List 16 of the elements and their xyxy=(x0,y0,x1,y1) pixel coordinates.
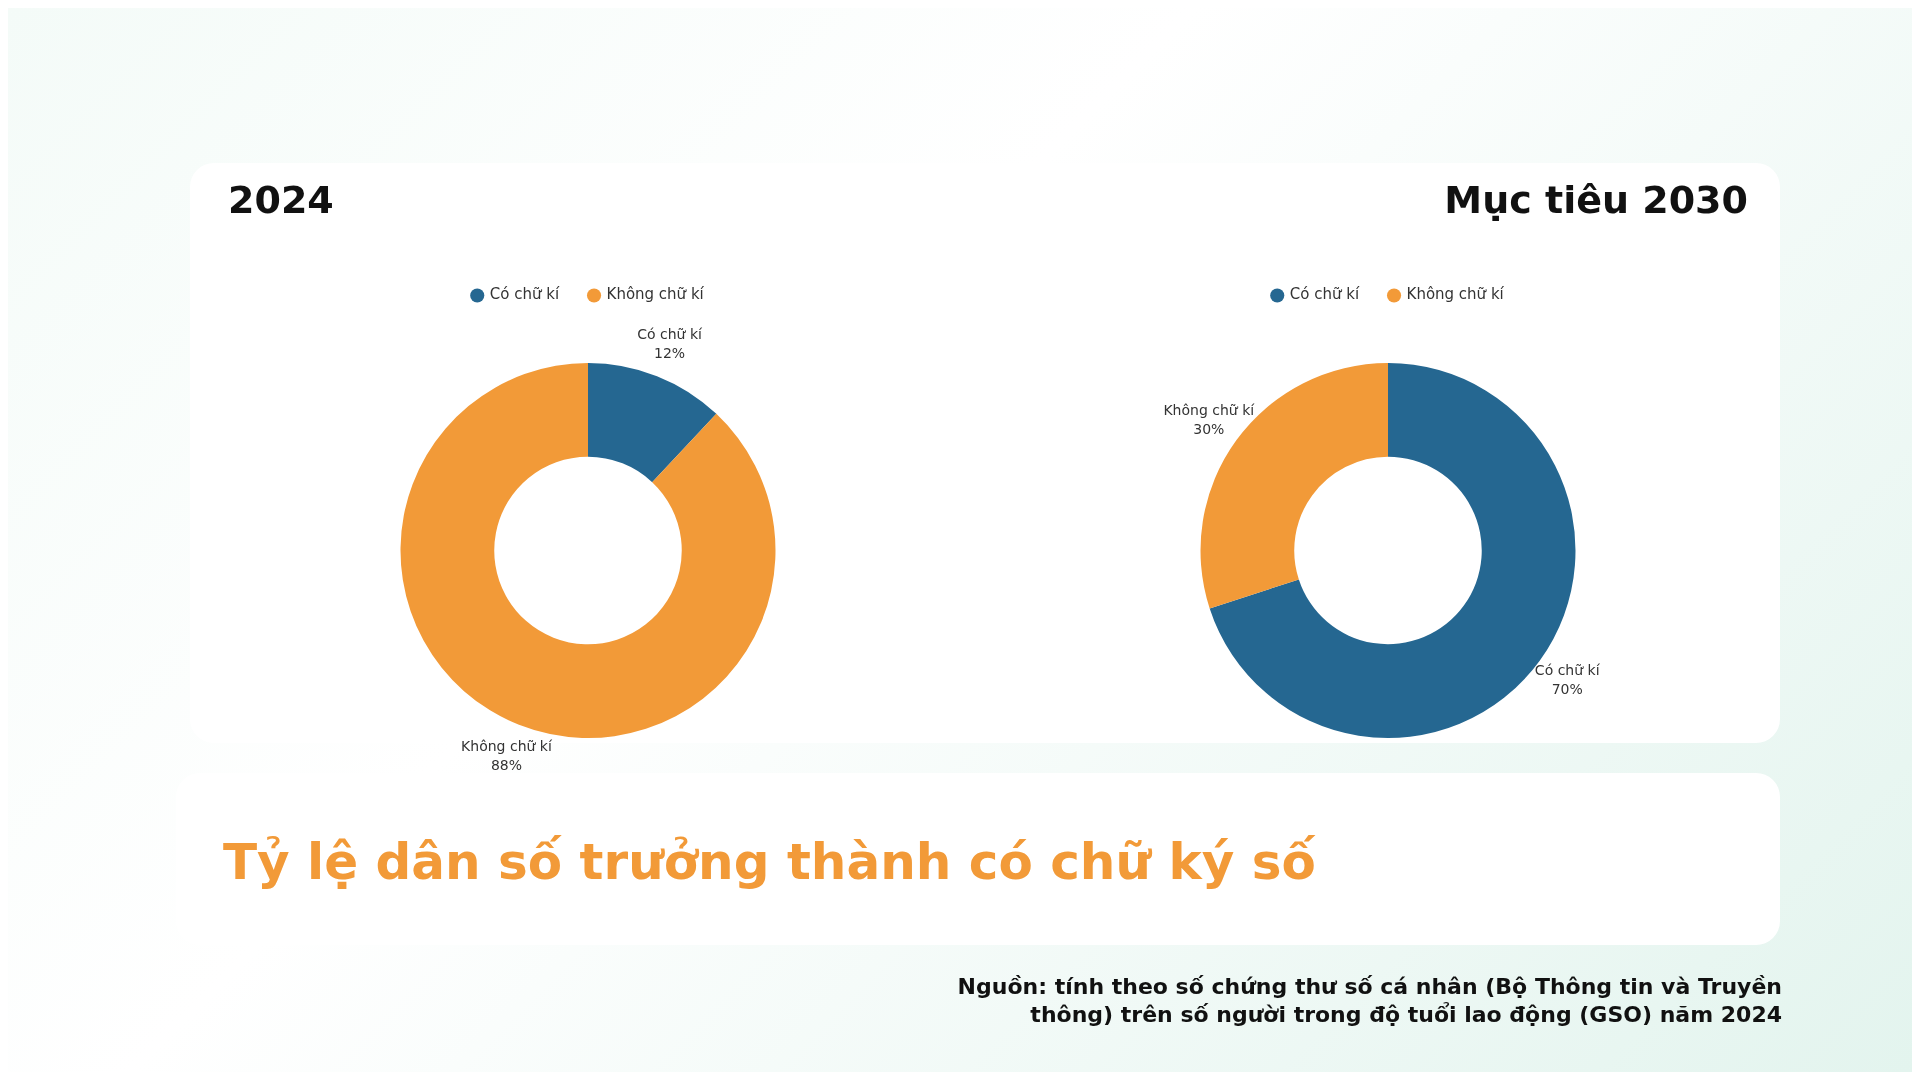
legend-label: Không chữ kí xyxy=(1406,285,1505,304)
legend-label: Có chữ kí xyxy=(489,285,560,304)
text: Nguồn: tính theo số chứng thư số cá nhân (Bộ Thông tin và Truyền thông) trên số người trong độ tuổi lao động (GSO) năm 2024 xyxy=(956,973,1782,1028)
slice-label: Không chữ kí xyxy=(1163,401,1256,418)
text: Tỷ lệ dân số trưởng thành có chữ ký số xyxy=(223,833,1316,891)
slice-label: Có chữ kí xyxy=(637,326,703,343)
chart-title: Mục tiêu 2030 xyxy=(1444,178,1748,222)
data-label: 88% xyxy=(490,757,523,774)
data-label: 12% xyxy=(653,345,686,362)
legend-label: Không chữ kí xyxy=(606,285,705,304)
data-label: 70% xyxy=(1551,681,1583,698)
chart-title: 2024 xyxy=(228,178,334,222)
slice-label: Có chữ kí xyxy=(1534,662,1601,679)
slice-label: Không chữ kí xyxy=(461,738,553,755)
data-label: 30% xyxy=(1193,420,1225,437)
legend-label: Có chữ kí xyxy=(1289,285,1360,304)
